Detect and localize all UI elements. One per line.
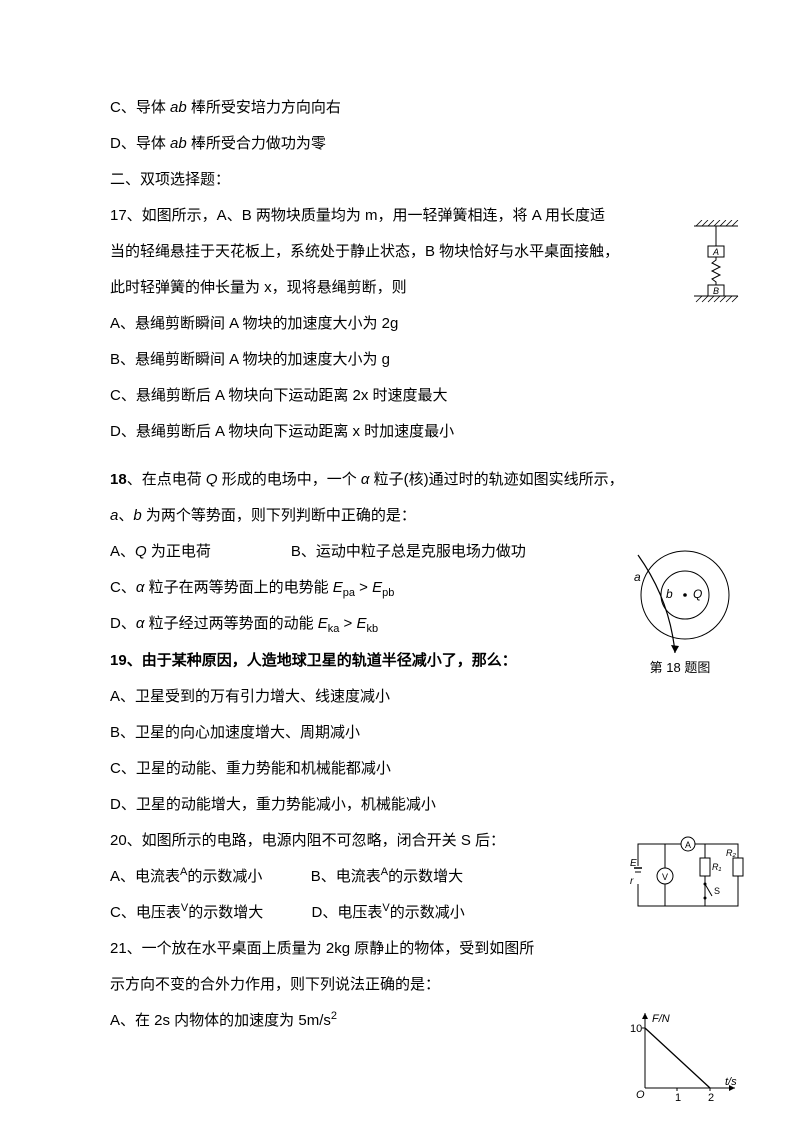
- q18-option-b: B、运动中粒子总是克服电场力做功: [291, 534, 526, 570]
- svg-text:R₁: R₁: [712, 862, 721, 872]
- q17-stem-1: 17、如图所示，A、B 两物块质量均为 m，用一轻弹簧相连，将 A 用长度适: [110, 198, 700, 234]
- q16-option-d: D、导体 ab 棒所受合力做功为零: [110, 126, 700, 162]
- svg-text:10: 10: [630, 1023, 642, 1035]
- svg-text:O: O: [636, 1089, 645, 1101]
- q17-option-c: C、悬绳剪断后 A 物块向下运动距离 2x 时速度最大: [110, 378, 700, 414]
- svg-text:t/s: t/s: [725, 1076, 737, 1088]
- svg-text:V: V: [662, 872, 668, 882]
- figure-q17: A B: [692, 220, 740, 310]
- svg-text:r: r: [630, 876, 634, 887]
- q17-option-a: A、悬绳剪断瞬间 A 物块的加速度大小为 2g: [110, 306, 700, 342]
- q19-option-a: A、卫星受到的万有引力增大、线速度减小: [110, 679, 700, 715]
- figure-q21: 10 F/N t/s 1 2 O: [630, 1008, 740, 1103]
- svg-text:A: A: [685, 840, 691, 850]
- page-content: C、导体 ab 棒所受安培力方向向右 D、导体 ab 棒所受合力做功为零 二、双…: [0, 0, 800, 1079]
- q19-number: 19、由于某种原因，人造地球卫星的轨道半径减小了，那么：: [110, 643, 700, 679]
- figure-q20: A E r V R₁ S R₂: [630, 836, 745, 921]
- q19-option-b: B、卫星的向心加速度增大、周期减小: [110, 715, 700, 751]
- q18-stem-2: a、b 为两个等势面，则下列判断中正确的是：: [110, 498, 700, 534]
- svg-text:Q: Q: [693, 587, 702, 601]
- q19-option-d: D、卫星的动能增大，重力势能减小，机械能减小: [110, 787, 700, 823]
- svg-text:b: b: [666, 587, 673, 601]
- q21-stem-1: 21、一个放在水平桌面上质量为 2kg 原静止的物体，受到如图所: [110, 931, 700, 967]
- q21-stem-2: 示方向不变的合外力作用，则下列说法正确的是：: [110, 967, 700, 1003]
- figure-q18-caption: 第 18 题图: [620, 659, 740, 677]
- svg-text:S: S: [714, 886, 720, 896]
- svg-text:E: E: [630, 858, 637, 869]
- q18-option-c: C、α 粒子在两等势面上的电势能 Epa > Epb: [110, 570, 700, 606]
- svg-text:1: 1: [675, 1092, 681, 1103]
- q17-stem-3: 此时轻弹簧的伸长量为 x，现将悬绳剪断，则: [110, 270, 700, 306]
- q20-options-cd: C、电压表V的示数增大 D、电压表V的示数减小: [110, 895, 700, 931]
- q18-options-ab: A、Q 为正电荷B、运动中粒子总是克服电场力做功: [110, 534, 700, 570]
- svg-text:R₂: R₂: [726, 848, 736, 858]
- q18-option-d: D、α 粒子经过两等势面的动能 Eka > Ekb: [110, 606, 700, 642]
- svg-text:A: A: [712, 247, 719, 257]
- svg-text:2: 2: [708, 1092, 714, 1103]
- q17-option-b: B、悬绳剪断瞬间 A 物块的加速度大小为 g: [110, 342, 700, 378]
- svg-text:a: a: [634, 570, 641, 584]
- q16-option-c: C、导体 ab 棒所受安培力方向向右: [110, 90, 700, 126]
- q20-options-ab: A、电流表A的示数减小 B、电流表A的示数增大: [110, 859, 700, 895]
- figure-q18: Q b a 第 18 题图: [620, 545, 740, 677]
- svg-text:F/N: F/N: [652, 1013, 670, 1025]
- q17-option-d: D、悬绳剪断后 A 物块向下运动距离 x 时加速度最小: [110, 414, 700, 450]
- q21-option-a: A、在 2s 内物体的加速度为 5m/s2: [110, 1003, 700, 1039]
- q19-option-c: C、卫星的动能、重力势能和机械能都减小: [110, 751, 700, 787]
- q20-stem: 20、如图所示的电路，电源内阻不可忽略，闭合开关 S 后：: [110, 823, 700, 859]
- q18-number: 18: [110, 471, 127, 488]
- q18-stem-1: 18、在点电荷 Q 形成的电场中，一个 α 粒子(核)通过时的轨迹如图实线所示，: [110, 462, 700, 498]
- section-2-heading: 二、双项选择题：: [110, 162, 700, 198]
- svg-text:B: B: [713, 286, 719, 296]
- q17-stem-2: 当的轻绳悬挂于天花板上，系统处于静止状态，B 物块恰好与水平桌面接触，: [110, 234, 700, 270]
